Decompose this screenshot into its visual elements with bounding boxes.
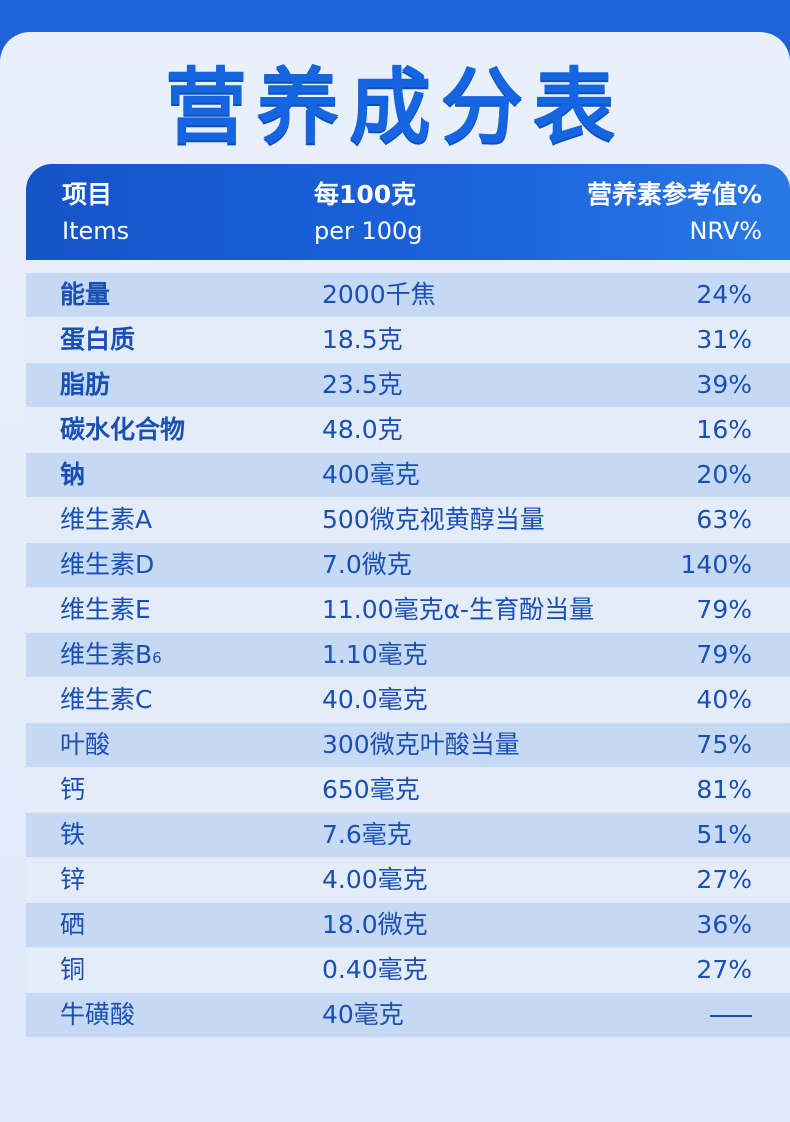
nutrient-name: 钠: [60, 453, 85, 497]
amount-per-100g: 300微克叶酸当量: [322, 730, 520, 759]
header-per100g-en: per 100g: [314, 217, 423, 245]
nutrient-name: 维生素E: [60, 588, 151, 632]
header-nrv-en: NRV%: [689, 217, 762, 245]
amount-per-100g: 18.5克: [322, 325, 403, 354]
table-row: 碳水化合物 48.0克 16%: [26, 408, 790, 452]
amount-per-100g: 500微克视黄醇当量: [322, 505, 545, 534]
amount-per-100g: 650毫克: [322, 775, 420, 804]
nutrient-name: 碳水化合物: [60, 408, 185, 452]
amount-per-100g: 23.5克: [322, 370, 403, 399]
nutrient-name-text: 钙: [60, 775, 86, 804]
nrv-percent: 63%: [696, 505, 752, 534]
nutrient-name-text: 碳水化合物: [60, 415, 186, 444]
table-row: 铜 0.40毫克 27%: [26, 948, 790, 992]
table-row: 钙 650毫克 81%: [26, 768, 790, 812]
amount-per-100g: 48.0克: [322, 415, 403, 444]
nutrient-name: 硒: [60, 903, 85, 947]
amount-per-100g: 0.40毫克: [322, 955, 428, 984]
nrv-dash: [710, 1015, 752, 1017]
amount-per-100g: 40.0毫克: [322, 685, 428, 714]
nutrient-name-text: 叶酸: [60, 730, 111, 759]
nutrient-name: 牛磺酸: [60, 993, 135, 1037]
nutrient-name-text: 蛋白质: [60, 325, 136, 354]
table-row: 维生素A 500微克视黄醇当量 63%: [26, 498, 790, 542]
amount-per-100g: 18.0微克: [322, 910, 428, 939]
header-items-zh: 项目: [62, 180, 113, 209]
nutrient-name-text: 维生素C: [60, 685, 153, 714]
nrv-percent: 51%: [696, 820, 752, 849]
nrv-percent: 20%: [696, 460, 752, 489]
amount-per-100g: 7.0微克: [322, 550, 412, 579]
table-row: 维生素C 40.0毫克 40%: [26, 678, 790, 722]
amount-per-100g: 11.00毫克α-生育酚当量: [322, 595, 595, 624]
nrv-percent: 31%: [696, 325, 752, 354]
table-row: 脂肪 23.5克 39%: [26, 363, 790, 407]
amount-per-100g: 7.6毫克: [322, 820, 412, 849]
table-row: 维生素D 7.0微克 140%: [26, 543, 790, 587]
nutrient-name-text: 维生素B: [60, 640, 153, 669]
table-row: 维生素E 11.00毫克α-生育酚当量 79%: [26, 588, 790, 632]
nutrient-name-subscript: 6: [152, 649, 162, 667]
nutrient-name: 维生素C: [60, 678, 152, 722]
amount-per-100g: 400毫克: [322, 460, 420, 489]
nutrient-name: 能量: [60, 273, 110, 317]
nutrient-name-text: 脂肪: [60, 370, 111, 399]
nrv-percent: 79%: [696, 595, 752, 624]
nutrient-name-text: 能量: [60, 280, 111, 309]
nutrient-name-text: 维生素E: [60, 595, 151, 624]
nutrient-name-text: 钠: [60, 460, 86, 489]
amount-per-100g: 40毫克: [322, 1000, 404, 1029]
nrv-percent: 27%: [696, 955, 752, 984]
nrv-percent: 140%: [680, 550, 752, 579]
nutrient-name: 铁: [60, 813, 85, 857]
page-title: 营养成分表: [164, 60, 625, 155]
nrv-percent: 79%: [696, 640, 752, 669]
nutrient-name: 铜: [60, 948, 85, 992]
header-per100g: 每100克 per 100g: [314, 178, 423, 250]
header-items-en: Items: [62, 217, 130, 245]
nrv-percent: 27%: [696, 865, 752, 894]
nrv-percent: 24%: [696, 280, 752, 309]
nutrient-name: 维生素B6: [60, 633, 162, 680]
table-row: 牛磺酸 40毫克: [26, 993, 790, 1037]
nutrient-name: 锌: [60, 858, 85, 902]
amount-per-100g: 4.00毫克: [322, 865, 428, 894]
nutrient-name-text: 维生素D: [60, 550, 155, 579]
nutrient-name-text: 铜: [60, 955, 86, 984]
amount-per-100g: 2000千焦: [322, 280, 436, 309]
nutrient-name: 蛋白质: [60, 318, 135, 362]
nrv-percent: 75%: [696, 730, 752, 759]
amount-per-100g: 1.10毫克: [322, 640, 428, 669]
header-nrv-zh: 营养素参考值%: [586, 180, 762, 209]
table-row: 铁 7.6毫克 51%: [26, 813, 790, 857]
nrv-percent: 40%: [696, 685, 752, 714]
table-row: 蛋白质 18.5克 31%: [26, 318, 790, 362]
nutrient-name-text: 铁: [60, 820, 86, 849]
header-items: 项目 Items: [62, 178, 129, 250]
table-row: 钠 400毫克 20%: [26, 453, 790, 497]
nutrient-name-text: 牛磺酸: [60, 1000, 136, 1029]
table-row: 能量 2000千焦 24%: [26, 273, 790, 317]
table-row: 维生素B6 1.10毫克 79%: [26, 633, 790, 677]
nutrition-table: 能量 2000千焦 24% 蛋白质 18.5克 31% 脂肪 23.5克 39% 碳水化合物 48.…: [26, 273, 790, 1038]
nrv-percent: 36%: [696, 910, 752, 939]
nrv-percent: [710, 993, 752, 1037]
nutrient-name: 维生素D: [60, 543, 154, 587]
table-row: 硒 18.0微克 36%: [26, 903, 790, 947]
nutrient-name: 钙: [60, 768, 85, 812]
nutrient-name-text: 锌: [60, 865, 86, 894]
table-header: 项目 Items 每100克 per 100g 营养素参考值% NRV%: [26, 164, 790, 260]
table-row: 叶酸 300微克叶酸当量 75%: [26, 723, 790, 767]
nrv-percent: 81%: [696, 775, 752, 804]
nutrient-name: 脂肪: [60, 363, 110, 407]
nutrient-name-text: 维生素A: [60, 505, 153, 534]
nutrient-name-text: 硒: [60, 910, 86, 939]
header-nrv: 营养素参考值% NRV%: [587, 178, 762, 250]
nutrient-name: 叶酸: [60, 723, 110, 767]
nutrient-name: 维生素A: [60, 498, 152, 542]
table-row: 锌 4.00毫克 27%: [26, 858, 790, 902]
nrv-percent: 39%: [696, 370, 752, 399]
header-per100g-zh: 每100克: [314, 180, 417, 209]
nrv-percent: 16%: [696, 415, 752, 444]
